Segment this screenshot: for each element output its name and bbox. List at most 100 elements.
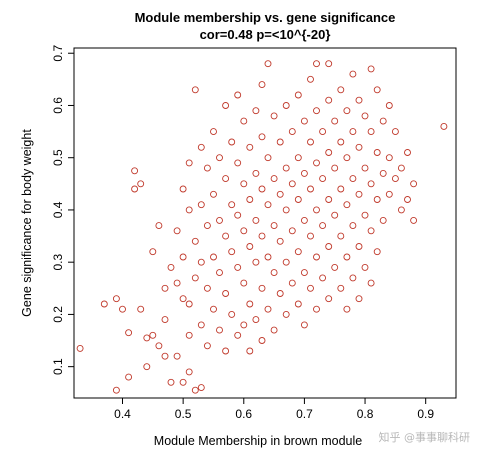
data-point bbox=[240, 321, 248, 329]
data-point bbox=[197, 384, 205, 392]
data-point bbox=[258, 232, 266, 240]
data-point bbox=[276, 290, 284, 297]
data-point bbox=[76, 344, 84, 352]
data-point bbox=[222, 102, 230, 109]
y-tick-label: 0.2 bbox=[51, 306, 65, 323]
data-point bbox=[391, 175, 399, 183]
data-point bbox=[173, 279, 181, 287]
data-point bbox=[234, 211, 242, 219]
data-point bbox=[325, 243, 333, 250]
data-point bbox=[355, 295, 363, 303]
y-tick-label: 0.4 bbox=[51, 201, 65, 218]
data-point bbox=[185, 300, 193, 308]
data-point bbox=[379, 169, 387, 177]
data-point bbox=[228, 310, 236, 318]
data-point bbox=[252, 258, 260, 266]
data-point bbox=[337, 284, 345, 292]
x-axis: 0.4 0.5 0.6 0.7 0.8 0.9 bbox=[114, 397, 434, 421]
data-point bbox=[355, 190, 363, 198]
x-tick-label: 0.5 bbox=[175, 407, 192, 421]
data-point bbox=[228, 138, 236, 146]
data-point bbox=[222, 290, 230, 297]
data-point bbox=[270, 222, 278, 230]
data-point bbox=[367, 65, 375, 73]
data-point bbox=[252, 107, 260, 115]
data-point bbox=[234, 159, 242, 167]
data-point bbox=[300, 321, 308, 329]
data-point bbox=[343, 305, 351, 313]
data-point bbox=[355, 143, 363, 151]
data-point bbox=[203, 222, 211, 230]
data-point bbox=[216, 269, 223, 277]
data-point bbox=[240, 227, 248, 235]
data-point bbox=[270, 326, 278, 334]
data-point bbox=[307, 75, 314, 83]
x-tick-label: 0.9 bbox=[417, 407, 434, 421]
data-point bbox=[125, 329, 133, 337]
data-points bbox=[76, 60, 448, 394]
chart-title: Module membership vs. gene significance bbox=[135, 10, 396, 25]
data-point bbox=[246, 196, 254, 203]
data-point bbox=[112, 386, 120, 394]
data-point bbox=[185, 206, 193, 214]
data-point bbox=[270, 269, 278, 277]
data-point bbox=[137, 180, 145, 188]
data-point bbox=[210, 128, 217, 136]
data-point bbox=[161, 316, 169, 324]
data-point bbox=[391, 128, 399, 136]
data-point bbox=[440, 122, 448, 130]
data-point bbox=[355, 96, 363, 104]
data-point bbox=[276, 237, 284, 245]
data-point bbox=[222, 347, 230, 355]
data-point bbox=[337, 232, 345, 240]
data-point bbox=[410, 216, 418, 224]
data-point bbox=[385, 190, 393, 198]
data-point bbox=[325, 60, 333, 68]
data-point bbox=[276, 138, 284, 146]
data-point bbox=[349, 175, 357, 183]
data-point bbox=[210, 190, 217, 198]
data-point bbox=[179, 185, 187, 193]
data-point bbox=[319, 175, 327, 183]
data-point bbox=[300, 216, 308, 224]
x-tick-label: 0.6 bbox=[235, 407, 252, 421]
data-point bbox=[307, 138, 314, 146]
data-point bbox=[264, 154, 272, 162]
data-point bbox=[179, 378, 187, 386]
data-point bbox=[222, 175, 230, 183]
data-point bbox=[197, 201, 205, 209]
x-axis-label: Module Membership in brown module bbox=[154, 434, 362, 448]
data-point bbox=[203, 342, 211, 350]
data-point bbox=[191, 237, 199, 245]
data-point bbox=[367, 227, 375, 235]
data-point bbox=[349, 222, 357, 230]
data-point bbox=[185, 159, 193, 167]
data-point bbox=[300, 169, 308, 177]
data-point bbox=[367, 180, 375, 188]
data-point bbox=[349, 128, 357, 136]
data-point bbox=[246, 143, 254, 151]
data-point bbox=[203, 284, 211, 292]
data-point bbox=[258, 133, 266, 141]
data-point bbox=[282, 102, 290, 109]
x-tick-label: 0.8 bbox=[357, 407, 374, 421]
data-point bbox=[155, 222, 163, 230]
data-point bbox=[397, 164, 405, 172]
data-point bbox=[313, 159, 320, 167]
data-point bbox=[252, 216, 260, 224]
data-point bbox=[331, 164, 339, 172]
data-point bbox=[179, 253, 187, 261]
data-point bbox=[264, 201, 272, 209]
y-tick-label: 0.5 bbox=[51, 149, 65, 166]
data-point bbox=[337, 86, 345, 94]
data-point bbox=[373, 196, 381, 203]
data-point bbox=[246, 243, 254, 250]
data-point bbox=[410, 180, 418, 188]
data-point bbox=[258, 81, 266, 89]
data-point bbox=[234, 91, 242, 99]
data-point bbox=[349, 274, 357, 282]
data-point bbox=[373, 248, 381, 256]
x-tick-label: 0.7 bbox=[296, 407, 313, 421]
data-point bbox=[361, 263, 369, 271]
data-point bbox=[197, 321, 205, 329]
